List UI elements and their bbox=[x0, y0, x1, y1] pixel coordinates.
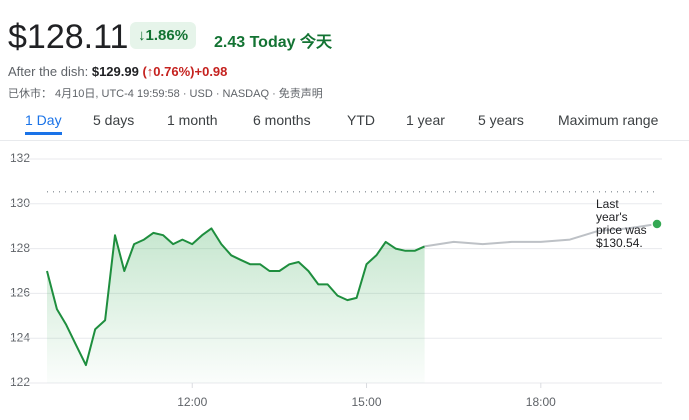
after-pct: (↑0.76%) bbox=[142, 64, 195, 79]
tab[interactable]: 1 year bbox=[406, 112, 445, 128]
price: $128.11 bbox=[8, 18, 129, 56]
x-tick-label: 15:00 bbox=[352, 395, 382, 409]
change-row: 2.43 Today 今天 bbox=[214, 28, 332, 52]
line bbox=[46, 227, 426, 367]
area bbox=[47, 228, 425, 383]
status: 已休市： 4月10日, UTC-4 19:59:58 · USD · NASDA… bbox=[8, 88, 323, 100]
tab[interactable]: 1 Day bbox=[25, 112, 62, 135]
y-tick-label: 128 bbox=[10, 241, 30, 255]
change-cn: 今天 bbox=[299, 34, 332, 51]
y-tick-label: 126 bbox=[10, 286, 30, 300]
change: 2.43 Today bbox=[214, 34, 296, 51]
tab[interactable]: 6 months bbox=[253, 112, 311, 128]
x-tick-label: 18:00 bbox=[526, 395, 556, 409]
divider bbox=[0, 140, 689, 141]
line bbox=[424, 223, 658, 248]
tab[interactable]: 5 years bbox=[478, 112, 524, 128]
tab[interactable]: YTD bbox=[347, 112, 375, 128]
y-tick-label: 130 bbox=[10, 196, 30, 210]
y-tick-label: 122 bbox=[10, 375, 30, 389]
end-marker bbox=[651, 218, 663, 230]
tab[interactable]: Maximum range bbox=[558, 112, 659, 128]
x-tick-label: 12:00 bbox=[177, 395, 207, 409]
change-badge: ↓1.86% bbox=[130, 22, 197, 49]
after-price: $129.99 bbox=[91, 64, 139, 79]
y-tick-label: 124 bbox=[10, 330, 30, 344]
after-hours: After the dish: $129.99 (↑0.76%)+0.98 bbox=[8, 64, 227, 79]
tab[interactable]: 1 month bbox=[167, 112, 218, 128]
annotation: Last year's price was $130.54. bbox=[596, 197, 647, 250]
tab[interactable]: 5 days bbox=[93, 112, 135, 128]
after-label: After the dish: bbox=[8, 64, 89, 79]
y-tick-label: 132 bbox=[10, 151, 30, 165]
after-delta: +0.98 bbox=[194, 64, 228, 79]
